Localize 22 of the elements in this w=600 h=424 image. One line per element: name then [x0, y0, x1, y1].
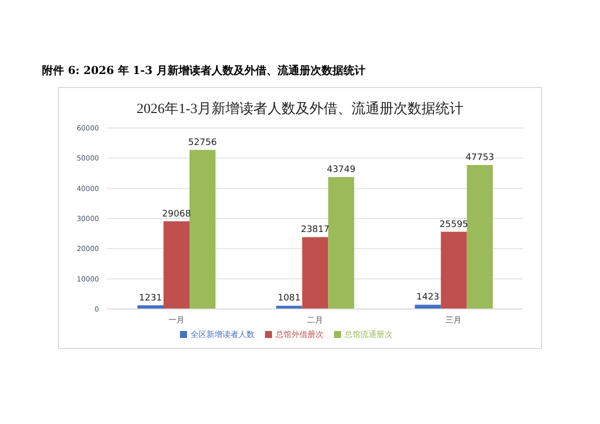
legend-label: 总馆外借册次	[276, 330, 324, 339]
legend-label: 全区新增读者人数	[190, 330, 254, 339]
bar	[414, 304, 441, 309]
data-label: 1081	[278, 294, 301, 304]
x-tick-label: 一月	[168, 316, 184, 325]
bar	[328, 177, 354, 309]
bar	[276, 306, 302, 309]
x-tick-label: 二月	[307, 316, 323, 325]
data-label: 1231	[139, 293, 162, 304]
bar	[466, 164, 493, 309]
legend-label: 总馆流通册次	[344, 330, 392, 339]
bar	[302, 237, 328, 309]
data-label: 52756	[188, 138, 218, 148]
text: 附件 6: 2026 年 1-3 月新增读者人数及外借、流通册次数据统计	[42, 63, 366, 78]
bar	[190, 150, 216, 309]
bar	[164, 221, 190, 309]
data-label: 43749	[326, 165, 356, 176]
x-tick-label: 三月	[446, 316, 462, 325]
data-label: 1423	[416, 292, 440, 303]
chart-title: 2026年1-3月新增读者人数及外借、流通册次数据统计	[136, 100, 464, 118]
bar	[440, 232, 467, 309]
data-label: 47753	[466, 152, 494, 163]
